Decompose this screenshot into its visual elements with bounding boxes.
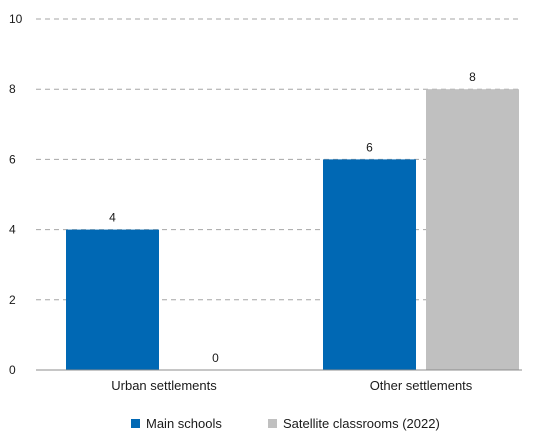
y-tick-label: 10 [9,12,23,26]
x-tick-label: Urban settlements [111,378,217,393]
legend-item-main-schools: Main schools [131,416,222,431]
y-tick-label: 8 [9,82,16,96]
data-label: 6 [366,140,373,154]
x-tick-label: Other settlements [370,378,473,393]
y-tick-label: 6 [9,152,16,166]
data-label: 8 [469,70,476,84]
legend-item-satellite-classrooms: Satellite classrooms (2022) [268,416,440,431]
legend-label-satellite-classrooms: Satellite classrooms (2022) [283,416,440,431]
legend-swatch-satellite-classrooms [268,419,277,428]
y-tick-label: 0 [9,363,16,377]
x-axis-ticks: Urban settlements Other settlements [111,378,473,393]
legend-swatch-main-schools [131,419,140,428]
legend: Main schools Satellite classrooms (2022) [0,416,535,432]
bar [426,89,519,370]
y-tick-label: 4 [9,223,16,237]
data-label: 0 [212,351,219,365]
legend-label-main-schools: Main schools [146,416,222,431]
y-axis-ticks: 0 2 4 6 8 10 [9,12,23,377]
data-labels: 4 0 6 8 [109,70,476,365]
y-tick-label: 2 [9,293,16,307]
bar-chart: 0 2 4 6 8 10 4 0 6 8 Urban settlements Other sett… [9,12,522,393]
bar [66,229,159,370]
bars [66,89,519,370]
bar [323,159,416,370]
data-label: 4 [109,211,116,225]
